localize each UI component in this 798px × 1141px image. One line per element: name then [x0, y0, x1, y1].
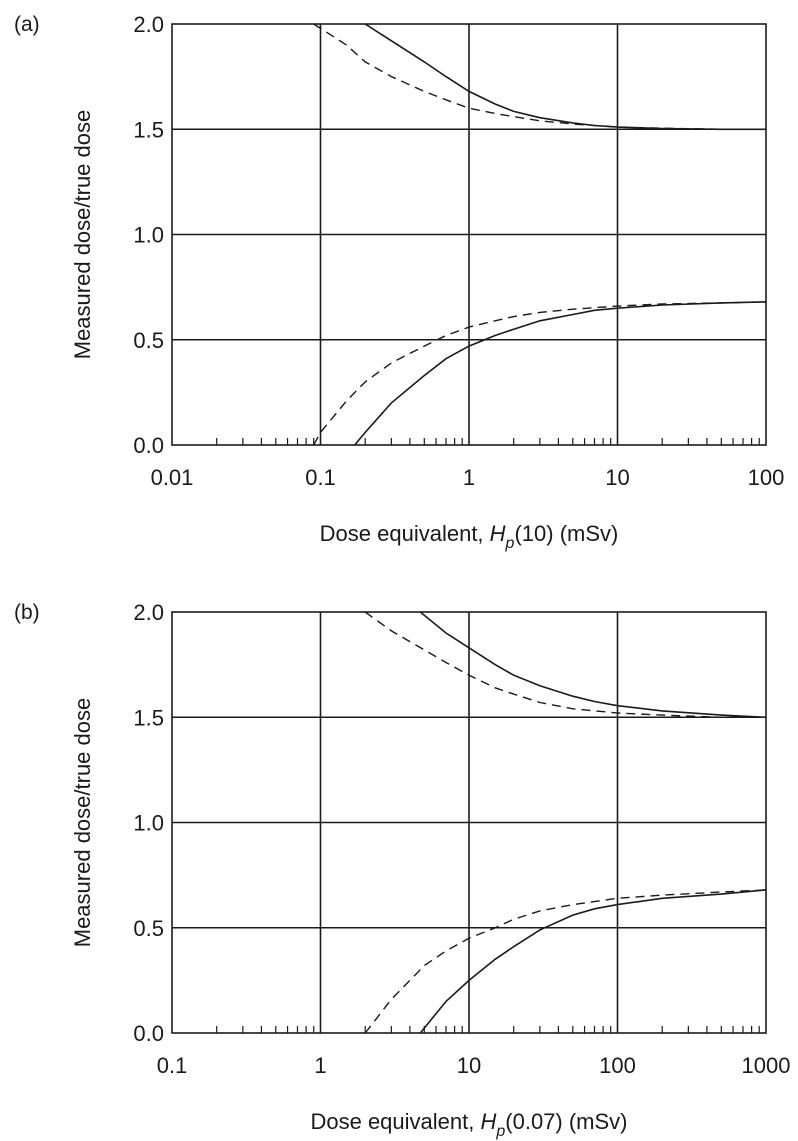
x-axis-label-suffix: (10) (mSv): [514, 521, 618, 546]
x-axis-label-prefix: Dose equivalent,: [310, 1109, 480, 1134]
x-tick-label: 100: [748, 465, 785, 490]
panel-a: (a) 0.0 0.5 1.0 1.5 2.0 0.01 0.1 1 10 100 Measured …: [14, 12, 784, 552]
x-tick-label: 1000: [742, 1053, 791, 1078]
y-tick-label: 0.0: [133, 1021, 164, 1046]
x-tick-label: 10: [457, 1053, 481, 1078]
x-axis-label: Dose equivalent, Hp(0.07) (mSv): [310, 1109, 627, 1140]
dashed-curve-1: [313, 24, 766, 131]
panel-label: (b): [14, 601, 40, 624]
y-axis-label: Measured dose/true dose: [70, 110, 95, 360]
x-tick-label: 0.1: [305, 465, 336, 490]
y-tick-label: 1.0: [133, 811, 164, 836]
x-tick-label: 10: [605, 465, 629, 490]
x-tick-label: 100: [599, 1053, 636, 1078]
y-tick-label: 1.0: [133, 223, 164, 248]
dashed-curve-3: [313, 301, 766, 445]
solid-curve-0: [419, 612, 766, 719]
plot-frame: [171, 611, 767, 1034]
x-axis-label-subscript: p: [495, 1123, 505, 1140]
y-tick-label: 0.0: [133, 433, 164, 458]
dashed-curve-1: [364, 612, 766, 718]
solid-curve-2: [354, 301, 766, 445]
y-tick-label: 1.5: [133, 117, 164, 142]
plot-frame: [171, 23, 767, 446]
panel-label: (a): [14, 13, 40, 36]
x-tick-label: 1: [314, 1053, 326, 1078]
x-axis-label-symbol: H: [480, 1109, 496, 1134]
x-tick-label: 1: [463, 465, 475, 490]
x-axis-label-suffix: (0.07) (mSv): [505, 1109, 627, 1134]
dashed-curve-3: [364, 889, 766, 1033]
y-tick-label: 2.0: [133, 600, 164, 625]
x-tick-label: 0.01: [151, 465, 194, 490]
y-tick-label: 2.0: [133, 12, 164, 37]
panel-b: (b) 0.0 0.5 1.0 1.5 2.0 0.1 1 10 100 1000 Measured …: [14, 600, 790, 1140]
y-axis-label: Measured dose/true dose: [70, 698, 95, 948]
y-tick-label: 0.5: [133, 328, 164, 353]
solid-curve-2: [419, 889, 766, 1033]
y-tick-label: 1.5: [133, 705, 164, 730]
y-tick-label: 0.5: [133, 916, 164, 941]
x-axis-label: Dose equivalent, Hp(10) (mSv): [320, 521, 619, 552]
x-axis-label-subscript: p: [505, 535, 515, 552]
solid-curve-0: [364, 24, 766, 131]
x-axis-label-symbol: H: [490, 521, 506, 546]
x-axis-label-prefix: Dose equivalent,: [320, 521, 490, 546]
x-tick-label: 0.1: [157, 1053, 188, 1078]
